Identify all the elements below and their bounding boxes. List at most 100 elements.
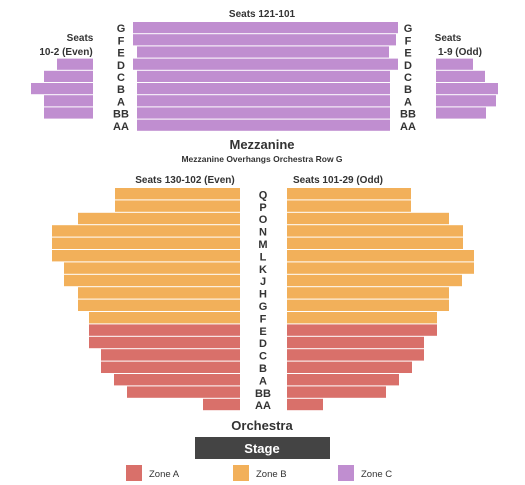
orchestra-left-row-e[interactable] [89,324,240,336]
mezzanine-right-row-d[interactable] [436,58,473,70]
mezzanine-center-row-aa[interactable] [137,119,390,131]
orchestra-left-row-f[interactable] [89,312,240,324]
mezzanine-center-row-b[interactable] [137,83,390,95]
orchestra-right-row-n[interactable] [287,225,463,237]
orchestra-left-row-j[interactable] [64,274,240,287]
mezzanine-center-row-c[interactable] [137,70,390,82]
mezzanine-center-row-g[interactable] [133,22,398,34]
orchestra-left-row-d[interactable] [89,336,240,349]
orchestra-right-row-b[interactable] [287,361,412,373]
legend-swatch-zone-a [126,465,142,481]
orchestra-row-label-f: F [260,313,267,325]
orchestra-left-row-o[interactable] [78,212,240,225]
orchestra-row-label-d: D [259,338,267,350]
orchestra-left-label: Seats 130-102 (Even) [135,175,235,186]
orchestra-row-label-c: C [259,351,267,363]
mezzanine-subtitle: Mezzanine Overhangs Orchestra Row G [181,154,342,164]
mezzanine-right-label-line1: Seats [435,33,462,44]
orchestra-left-row-k[interactable] [64,262,240,274]
orchestra-row-label-o: O [259,214,268,226]
orchestra-left-row-m[interactable] [52,237,240,249]
orchestra-row-label-k: K [259,264,267,276]
mezzanine-center-row-a[interactable] [137,95,390,107]
orchestra-left-row-bb[interactable] [127,386,240,398]
orchestra-title: Orchestra [231,418,293,433]
orchestra-right-row-d[interactable] [287,336,424,349]
mezzanine-right-row-a[interactable] [436,95,496,107]
orchestra-left-row-l[interactable] [52,250,240,262]
mezzanine-right-row-bb[interactable] [436,107,486,119]
orchestra-right-row-g[interactable] [287,299,449,311]
orchestra-right-row-l[interactable] [287,250,474,262]
mezzanine-center-row-d[interactable] [133,58,398,70]
orchestra-right-row-m[interactable] [287,237,463,249]
orchestra-right-row-c[interactable] [287,349,424,361]
orchestra-right-row-o[interactable] [287,212,449,225]
orchestra-row-label-bb: BB [255,388,271,400]
mezzanine-left-row-d[interactable] [57,58,93,70]
mezzanine-row-label-left-a: A [117,96,125,108]
mezzanine-center-row-f[interactable] [133,34,396,46]
orchestra-row-label-j: J [260,276,266,288]
mezzanine-center-row-e[interactable] [137,46,389,58]
mezzanine-title: Mezzanine [229,137,294,152]
legend-swatch-zone-b [233,465,249,481]
orchestra-right-row-bb[interactable] [287,386,386,398]
mezzanine-right-row-c[interactable] [436,70,485,82]
orchestra-row-label-h: H [259,289,267,301]
orchestra-right-row-aa[interactable] [287,398,323,411]
orchestra-row-label-a: A [259,375,267,387]
orchestra-left-row-g[interactable] [78,299,240,311]
orchestra-right-row-p[interactable] [287,200,411,212]
mezzanine-seating [31,22,498,131]
mezzanine-row-label-right-a: A [404,96,412,108]
mezzanine-row-label-left-f: F [118,35,125,47]
mezzanine-left-row-a[interactable] [44,95,93,107]
orchestra-seating [52,188,474,411]
orchestra-row-label-b: B [259,363,267,375]
orchestra-left-row-a[interactable] [114,374,240,386]
orchestra-left-row-p[interactable] [115,200,240,212]
orchestra-row-label-l: L [260,251,267,263]
orchestra-left-row-q[interactable] [115,188,240,200]
orchestra-right-row-f[interactable] [287,312,437,324]
legend-label-zone-c: Zone C [361,469,392,480]
orchestra-row-label-g: G [259,301,268,313]
orchestra-row-label-m: M [258,239,267,251]
mezzanine-row-label-right-f: F [405,35,412,47]
mezzanine-left-row-bb[interactable] [44,107,93,119]
orchestra-left-row-n[interactable] [52,225,240,237]
mezzanine-row-label-left-aa: AA [113,121,129,133]
orchestra-right-row-q[interactable] [287,188,411,200]
orchestra-right-row-k[interactable] [287,262,474,274]
orchestra-right-row-e[interactable] [287,324,437,336]
orchestra-right-row-a[interactable] [287,374,399,386]
mezzanine-row-label-right-e: E [404,48,411,60]
mezzanine-left-label-line1: Seats [67,33,94,44]
orchestra-right-row-h[interactable] [287,287,449,299]
legend-swatch-zone-c [338,465,354,481]
orchestra-left-row-aa[interactable] [203,398,240,411]
mezzanine-left-row-c[interactable] [44,70,93,82]
orchestra-right-row-j[interactable] [287,274,462,287]
orchestra-row-label-p: P [259,202,266,214]
mezzanine-row-label-right-c: C [404,72,412,84]
stage-label: Stage [244,441,279,456]
legend-label-zone-a: Zone A [149,469,180,480]
mezzanine-right-row-b[interactable] [436,83,498,95]
orchestra-left-row-c[interactable] [101,349,240,361]
legend: Zone A Zone B Zone C [126,465,392,481]
mezzanine-row-label-right-b: B [404,84,412,96]
orchestra-left-row-b[interactable] [101,361,240,373]
mezzanine-row-label-right-d: D [404,60,412,72]
orchestra-left-row-h[interactable] [78,287,240,299]
mezzanine-row-label-right-bb: BB [400,109,416,121]
orchestra-row-label-e: E [259,326,266,338]
orchestra-right-label: Seats 101-29 (Odd) [293,175,383,186]
orchestra-row-label-n: N [259,227,267,239]
mezzanine-row-label-left-d: D [117,60,125,72]
mezzanine-left-row-b[interactable] [31,83,93,95]
mezzanine-center-row-bb[interactable] [137,107,390,119]
